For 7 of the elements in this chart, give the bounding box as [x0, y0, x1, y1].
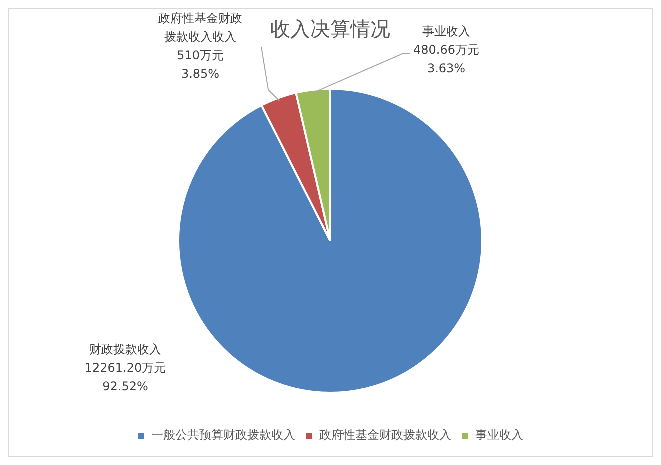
legend-label: 事业收入: [476, 428, 524, 442]
legend-label: 政府性基金财政拨款收入: [320, 428, 452, 442]
data-label: 财政拨款收入 12261.20万元 92.52%: [84, 342, 166, 394]
legend-label: 一般公共预算财政拨款收入: [152, 428, 296, 442]
data-label: 事业收入 480.66万元 3.63%: [414, 24, 480, 76]
chart-title: 收入决算情况: [270, 17, 390, 42]
data-label: 政府性基金财政拨款收入收入 510万元 3.85%: [158, 11, 242, 81]
